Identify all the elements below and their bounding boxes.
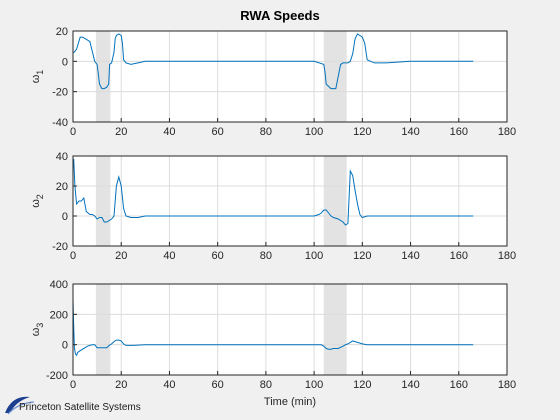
shaded-interval-2: [323, 284, 347, 375]
y-tick-label: 40: [56, 151, 68, 163]
x-tick-label: 140: [401, 126, 419, 138]
shaded-interval-1: [95, 31, 111, 122]
y-tick-label: 0: [62, 56, 68, 68]
y-tick-label: 200: [50, 309, 68, 321]
y-tick-label: 0: [62, 211, 68, 223]
shaded-interval-2: [323, 156, 347, 246]
shaded-interval-2: [323, 31, 347, 122]
shaded-interval-1: [95, 284, 111, 375]
axes-frame: [72, 30, 508, 123]
x-tick-label: 120: [353, 250, 371, 262]
y-axis-label-base: ω: [30, 74, 42, 83]
x-axis-label: Time (min): [264, 396, 316, 408]
y-tick-label: -40: [52, 117, 68, 129]
x-tick-label: 40: [163, 250, 175, 262]
x-tick-label: 100: [305, 379, 323, 391]
axes-frame: [72, 155, 508, 247]
x-tick-label: 60: [212, 379, 224, 391]
x-tick-label: 180: [498, 126, 516, 138]
x-tick-label: 0: [70, 250, 76, 262]
y-tick-label: -20: [52, 87, 68, 99]
x-tick-label: 40: [163, 379, 175, 391]
x-tick-label: 140: [401, 250, 419, 262]
logo-swoosh-icon: [5, 396, 30, 413]
x-tick-label: 80: [260, 126, 272, 138]
y-tick-label: 20: [56, 26, 68, 38]
princeton-satellite-systems-logo: [5, 396, 35, 415]
x-tick-label: 60: [212, 250, 224, 262]
x-tick-label: 40: [163, 126, 175, 138]
logo-text: Princeton Satellite Systems: [19, 402, 141, 413]
x-tick-label: 20: [115, 250, 127, 262]
series-line-1: [72, 158, 474, 226]
series-line-1: [72, 299, 474, 357]
x-tick-label: 20: [115, 379, 127, 391]
y-tick-label: -20: [52, 241, 68, 253]
y-tick-label: -200: [46, 370, 68, 382]
x-tick-label: 60: [212, 126, 224, 138]
x-tick-label: 0: [70, 379, 76, 391]
x-tick-label: 120: [353, 379, 371, 391]
plot-area: [73, 284, 507, 375]
y-tick-label: 0: [62, 340, 68, 352]
plot-area: [73, 31, 507, 122]
y-axis-label-subscript: 2: [35, 194, 45, 199]
y-axis-label-base: ω: [30, 327, 42, 336]
x-tick-label: 120: [353, 126, 371, 138]
y-tick-label: 20: [56, 181, 68, 193]
subplot-1: 0 20 40 60 80 100 120 140 160 180 -40 -20 0 20 ω1: [30, 26, 516, 138]
x-tick-label: 180: [498, 250, 516, 262]
x-tick-label: 20: [115, 126, 127, 138]
y-axis-label-subscript: 1: [35, 70, 45, 75]
x-tick-label: 80: [260, 250, 272, 262]
chart-title: RWA Speeds: [240, 8, 319, 23]
x-tick-label: 160: [450, 250, 468, 262]
logo-orbit-icon: [7, 401, 35, 415]
series-line-1: [73, 33, 474, 90]
x-tick-label: 80: [260, 379, 272, 391]
x-tick-label: 100: [305, 126, 323, 138]
subplot-3: 0 20 40 60 80 100 120 140 160 180-2000200400ω3Tim…: [30, 279, 516, 408]
y-tick-label: 400: [50, 279, 68, 291]
x-tick-label: 140: [401, 379, 419, 391]
y-axis-label: ω1: [30, 70, 45, 84]
y-axis-label: ω3: [30, 323, 45, 337]
y-axis-label: ω2: [30, 194, 45, 208]
shaded-interval-1: [95, 156, 111, 246]
axes-frame: [72, 283, 508, 376]
x-tick-label: 160: [450, 379, 468, 391]
x-tick-label: 100: [305, 250, 323, 262]
x-tick-label: 0: [70, 126, 76, 138]
x-tick-label: 180: [498, 379, 516, 391]
y-axis-label-base: ω: [30, 199, 42, 208]
x-tick-label: 160: [450, 126, 468, 138]
plot-area: [73, 156, 507, 246]
y-axis-label-subscript: 3: [35, 323, 45, 328]
